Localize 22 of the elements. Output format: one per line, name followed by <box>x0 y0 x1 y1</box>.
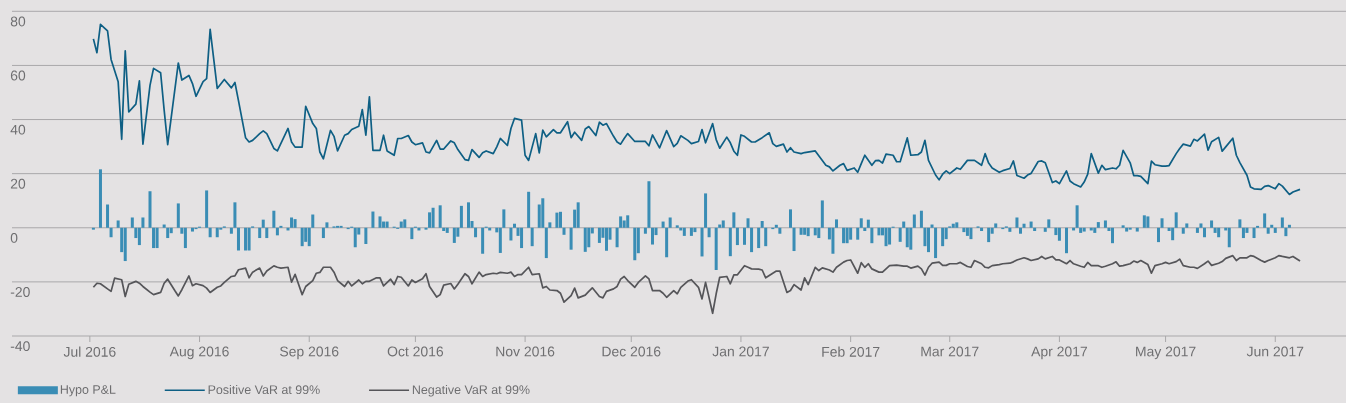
y-tick-label: -40 <box>10 341 30 352</box>
x-tick-label: May 2017 <box>1136 346 1196 360</box>
x-tick-label: Aug 2016 <box>169 346 229 360</box>
x-tick-label: Jun 2017 <box>1246 346 1304 357</box>
x-tick-label: Dec 2016 <box>602 346 661 357</box>
legend-label: Negative VaR at 99% <box>412 384 530 397</box>
x-tick-label: Nov 2016 <box>496 346 555 357</box>
y-tick-label: 0 <box>10 232 18 243</box>
y-tick-label: 20 <box>10 178 26 189</box>
y-tick-label: 60 <box>10 70 26 81</box>
x-tick-label: Sep 2016 <box>280 346 339 360</box>
x-tick-label: Jan 2017 <box>712 346 769 357</box>
x-tick-label: Mar 2017 <box>921 346 979 357</box>
legend-label: Hypo P&L <box>60 385 116 397</box>
y-tick-label: -20 <box>10 287 30 297</box>
x-tick-label: Feb 2017 <box>822 346 880 357</box>
x-tick-label: Apr 2017 <box>1031 346 1087 360</box>
x-tick-label: Jul 2016 <box>63 346 116 357</box>
y-tick-label: 40 <box>10 124 26 135</box>
legend-label: Positive VaR at 99% <box>208 384 320 395</box>
y-tick-label: 80 <box>10 16 26 27</box>
x-tick-label: Oct 2016 <box>387 346 444 357</box>
